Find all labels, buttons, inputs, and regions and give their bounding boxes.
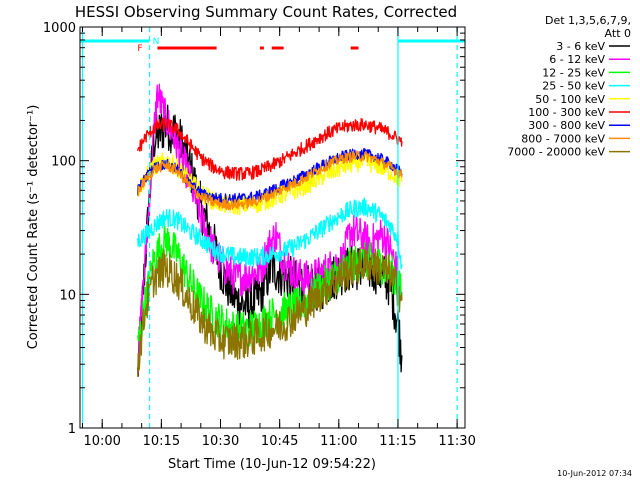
- series-line-7: [137, 150, 403, 211]
- y-tick-label-1: 1: [68, 422, 76, 437]
- plot-area: F N 1 10 100 1000 10:00 10:15 10:30 10:45 11:00 11:…: [43, 21, 476, 449]
- legend-label-5: 100 - 300 keV: [528, 106, 605, 119]
- legend-header-line1: Det 1,3,5,6,7,9,: [545, 14, 631, 27]
- y-tick-label-10: 10: [59, 288, 76, 303]
- series-line-0: [137, 104, 403, 377]
- legend-label-6: 300 - 800 keV: [528, 119, 605, 132]
- plot-frame: [79, 26, 466, 429]
- series-line-8: [137, 246, 403, 377]
- x-tick-label-1015: 10:15: [143, 434, 180, 449]
- legend-label-4: 50 - 100 keV: [535, 93, 605, 106]
- legend-label-8: 7000 - 20000 keV: [507, 146, 605, 159]
- y-tick-label-100: 100: [51, 155, 76, 170]
- y-tick-label-1000: 1000: [43, 21, 76, 36]
- series-line-1: [137, 83, 403, 374]
- legend-label-0: 3 - 6 keV: [556, 40, 605, 53]
- x-tick-label-1100: 11:00: [320, 434, 357, 449]
- flare-flag-label: F: [137, 44, 142, 54]
- y-axis-label: Corrected Count Rate (s⁻¹ detector⁻¹): [26, 105, 41, 350]
- x-axis-label: Start Time (10-Jun-12 09:54:22): [168, 457, 376, 472]
- night-flag-label: N: [153, 37, 160, 47]
- x-tick-label-1030: 10:30: [202, 434, 239, 449]
- legend-label-2: 12 - 25 keV: [542, 66, 605, 79]
- legend-label-7: 800 - 7000 keV: [521, 132, 605, 145]
- x-tick-label-1115: 11:15: [379, 434, 416, 449]
- series-line-3: [137, 197, 403, 270]
- chart-title: HESSI Observing Summary Count Rates, Cor…: [75, 3, 457, 21]
- x-tick-label-1000: 10:00: [83, 434, 120, 449]
- x-tick-label-1045: 10:45: [261, 434, 298, 449]
- x-tick-label-1130: 11:30: [438, 434, 475, 449]
- legend-label-1: 6 - 12 keV: [549, 53, 605, 66]
- timestamp: 10-Jun-2012 07:34: [557, 469, 632, 478]
- legend-header-line2: Att 0: [605, 27, 631, 40]
- series-line-5: [137, 117, 403, 181]
- legend-label-3: 25 - 50 keV: [542, 80, 605, 93]
